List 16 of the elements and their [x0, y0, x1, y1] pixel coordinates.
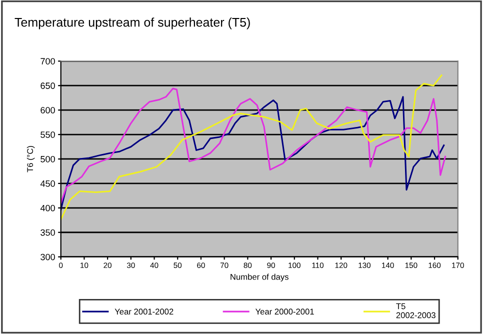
line-series: [60, 74, 442, 220]
y-axis-title: T6 (°C): [26, 146, 35, 172]
y-tick-label: 350: [40, 229, 55, 236]
y-tick-label: 600: [40, 107, 55, 114]
legend-label: Year 2001-2002: [114, 308, 174, 315]
y-tick-label: 400: [40, 204, 55, 212]
chart-title: Temperature upstream of superheater (T5): [14, 18, 250, 30]
y-tick-label: 550: [40, 131, 55, 138]
y-tick-label: 650: [40, 82, 55, 89]
y-tick-label: 700: [40, 58, 55, 64]
y-tick-label: 300: [40, 254, 55, 260]
legend-label: T5 2002-2003: [396, 303, 436, 318]
x-axis-title: Number of days: [230, 274, 288, 282]
y-tick-label: 450: [40, 180, 55, 187]
legend-label: Year 2000-2001: [255, 308, 314, 315]
y-tick-label: 500: [40, 156, 55, 162]
